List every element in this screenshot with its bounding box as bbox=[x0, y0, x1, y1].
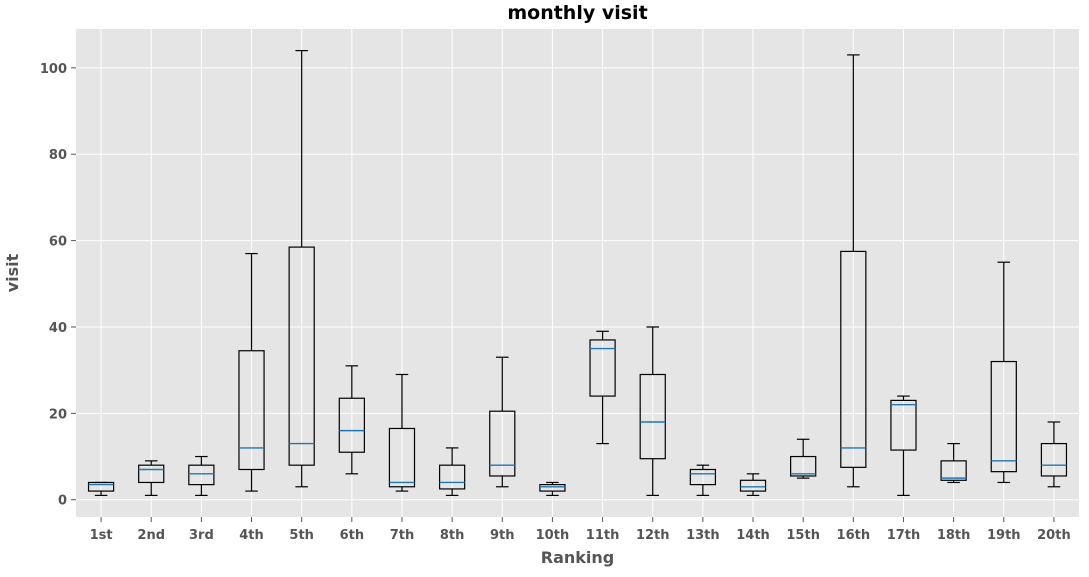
x-tick-label: 4th bbox=[239, 528, 264, 543]
y-tick-label: 0 bbox=[58, 494, 67, 509]
box-12th bbox=[639, 326, 666, 497]
box-1st bbox=[87, 481, 115, 497]
x-tick-label: 19th bbox=[987, 528, 1021, 543]
x-tick-label: 1st bbox=[90, 528, 113, 543]
box-6th bbox=[338, 365, 365, 475]
box-15th bbox=[790, 438, 817, 479]
iqr-box bbox=[639, 373, 666, 460]
box-13th bbox=[689, 464, 717, 497]
box-9th bbox=[489, 356, 516, 488]
x-tick-label: 3rd bbox=[189, 528, 214, 543]
x-tick-label: 8th bbox=[440, 528, 465, 543]
box-5th bbox=[288, 49, 315, 488]
iqr-box bbox=[689, 468, 717, 486]
iqr-box bbox=[940, 460, 967, 481]
x-tick-label: 13th bbox=[686, 528, 720, 543]
box-18th bbox=[940, 442, 967, 484]
box-16th bbox=[840, 54, 867, 488]
x-tick-label: 20th bbox=[1037, 528, 1071, 543]
iqr-box bbox=[438, 464, 466, 490]
x-tick-label: 10th bbox=[536, 528, 570, 543]
box-19th bbox=[990, 261, 1017, 484]
x-tick-label: 17th bbox=[887, 528, 921, 543]
x-tick-label: 9th bbox=[490, 528, 515, 543]
plot-area bbox=[76, 29, 1079, 517]
x-tick-label: 14th bbox=[736, 528, 770, 543]
x-tick-label: 16th bbox=[837, 528, 871, 543]
x-tick-label: 2nd bbox=[137, 528, 165, 543]
x-tick-label: 7th bbox=[390, 528, 415, 543]
iqr-box bbox=[87, 481, 115, 492]
box-14th bbox=[739, 473, 767, 497]
box-7th bbox=[388, 373, 416, 492]
y-tick-label: 60 bbox=[49, 235, 67, 250]
iqr-box bbox=[990, 360, 1017, 473]
iqr-box bbox=[238, 350, 265, 471]
box-17th bbox=[890, 395, 917, 497]
x-tick-label: 11th bbox=[586, 528, 620, 543]
y-tick-label: 80 bbox=[49, 148, 67, 163]
y-tick-label: 40 bbox=[49, 321, 67, 336]
x-tick-label: 18th bbox=[937, 528, 971, 543]
iqr-box bbox=[739, 479, 767, 492]
iqr-box bbox=[890, 399, 917, 451]
x-tick-label: 15th bbox=[786, 528, 820, 543]
box-4th bbox=[238, 252, 265, 492]
y-axis-label: visit bbox=[3, 253, 22, 292]
iqr-box bbox=[338, 397, 365, 453]
box-11th bbox=[589, 330, 616, 445]
x-axis-label: Ranking bbox=[541, 548, 614, 567]
iqr-box bbox=[539, 484, 566, 492]
iqr-box bbox=[288, 246, 315, 466]
box-2nd bbox=[138, 460, 165, 497]
iqr-box bbox=[138, 464, 165, 484]
y-tick-label: 20 bbox=[49, 407, 67, 422]
iqr-box bbox=[188, 464, 215, 486]
iqr-box bbox=[840, 250, 867, 468]
iqr-box bbox=[790, 455, 817, 477]
iqr-box bbox=[1040, 442, 1068, 477]
chart-title: monthly visit bbox=[507, 2, 647, 24]
x-tick-label: 5th bbox=[289, 528, 314, 543]
y-tick-label: 100 bbox=[40, 62, 67, 77]
box-series bbox=[87, 49, 1068, 497]
box-8th bbox=[438, 447, 466, 497]
iqr-box bbox=[489, 410, 516, 477]
y-axis-ticks: 0 20 40 60 80 100 bbox=[40, 62, 76, 509]
x-axis-ticks: 1st 2nd 3rd 4th 5th 6th 7th 8th 9th 10th 11th 12th 1… bbox=[90, 517, 1071, 543]
x-tick-label: 12th bbox=[636, 528, 670, 543]
box-20th bbox=[1040, 421, 1068, 488]
x-tick-label: 6th bbox=[340, 528, 365, 543]
box-10th bbox=[539, 481, 566, 497]
box-3rd bbox=[188, 455, 215, 497]
iqr-box bbox=[388, 427, 416, 488]
iqr-box bbox=[589, 339, 616, 397]
